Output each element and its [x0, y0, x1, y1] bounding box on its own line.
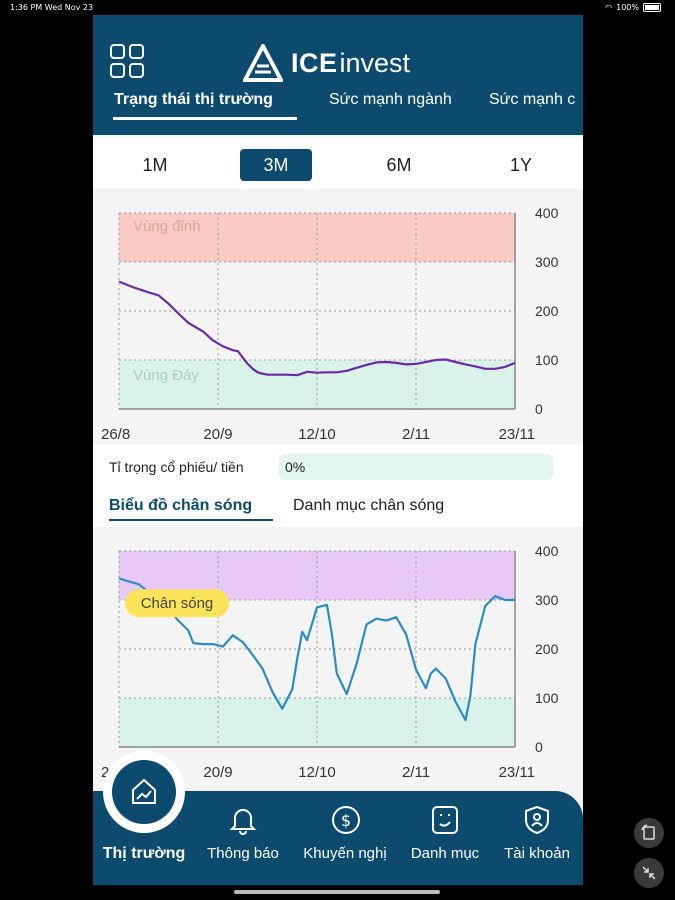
- battery-icon: [643, 3, 661, 12]
- chart1-x-tick-label: 12/10: [298, 426, 336, 443]
- range-1y-button[interactable]: 1Y: [509, 155, 533, 175]
- market-chart-icon: [112, 760, 176, 824]
- grid-menu-icon[interactable]: [109, 43, 145, 79]
- app-header: ICE invest Trạng thái thị trường Sức mạn…: [93, 15, 583, 135]
- wifi-icon: ◠: [605, 3, 613, 12]
- wave-subtabs: Biểu đồ chân sóng Danh mục chân sóng: [93, 485, 583, 527]
- ratio-bar: 0%: [279, 454, 553, 480]
- chart1-y-tick-label: 400: [535, 205, 559, 221]
- chart1-x-tick-label: 2/11: [402, 426, 430, 443]
- portfolio-icon: [432, 806, 458, 834]
- active-tab-underline: [113, 117, 297, 120]
- chart2-series-line-0: [118, 577, 515, 722]
- logo-text-bold: ICE: [291, 47, 338, 78]
- tab-stock-strength[interactable]: Sức mạnh c: [489, 91, 576, 108]
- chart1-y-tick-label: 0: [535, 401, 543, 417]
- nav-recommendations-label: Khuyến nghị: [303, 845, 387, 862]
- tab-wave-portfolio[interactable]: Danh mục chân sóng: [293, 497, 445, 514]
- nav-portfolio-label: Danh mục: [410, 845, 480, 862]
- status-time-date: 1:36 PM Wed Nov 23: [10, 3, 94, 12]
- logo-text-light: invest: [339, 47, 411, 78]
- chart2-x-tick-label: 12/10: [298, 764, 336, 781]
- bell-icon: [229, 809, 257, 835]
- tab-sector-strength[interactable]: Sức mạnh ngành: [329, 91, 452, 108]
- nav-account-label: Tài khoản: [504, 845, 570, 862]
- account-shield-icon: [525, 805, 549, 835]
- logo-triangle-icon: [243, 44, 283, 82]
- tab-wave-chart[interactable]: Biểu đồ chân sóng: [109, 497, 253, 514]
- chart1-x-tick-label: 20/9: [203, 426, 232, 443]
- wave-bottom-badge-label: Chân sóng: [141, 595, 214, 612]
- market-status-chart: 0 100 200 300 400 26/8 20/9 12/10 2/11 23/11 Vùng …: [93, 189, 583, 449]
- collapse-icon[interactable]: [634, 858, 664, 888]
- market-tabs: Trạng thái thị trường Sức mạnh ngành Sức…: [93, 87, 583, 127]
- market-status-chart-svg: 0 100 200 300 400 26/8 20/9 12/10 2/11 23/11 Vùng …: [93, 189, 583, 445]
- chart2-x-tick-label: 2/11: [402, 764, 430, 781]
- chart1-series-line-0: [118, 280, 516, 377]
- home-indicator: [234, 890, 440, 894]
- top-zone-label: Vùng đỉnh: [133, 218, 201, 235]
- chart2-y-tick-label: 200: [535, 641, 559, 657]
- wave-bottom-badge: [125, 589, 229, 618]
- chart1-y-tick-label: 100: [535, 352, 559, 368]
- range-3m-button[interactable]: 3M: [240, 149, 312, 181]
- chart1-y-tick-label: 200: [535, 303, 559, 319]
- active-subtab-underline: [109, 519, 273, 521]
- range-1m-button[interactable]: 1M: [142, 155, 168, 175]
- nav-market-home-button[interactable]: [103, 751, 185, 833]
- tab-market-status[interactable]: Trạng thái thị trường: [114, 91, 273, 108]
- stock-cash-ratio: Tỉ trọng cổ phiếu/ tiền 0%: [93, 445, 583, 485]
- chart2-x-tick-label: 23/11: [499, 764, 535, 781]
- bottom-zone-label: Vùng Đáy: [133, 367, 199, 384]
- battery-percent: 100%: [616, 3, 639, 12]
- ratio-value: 0%: [285, 459, 306, 475]
- ratio-label: Tỉ trọng cổ phiếu/ tiền: [109, 459, 244, 475]
- range-selector: 1M 3M 6M 1Y: [93, 137, 583, 189]
- chart2-y-tick-label: 400: [535, 543, 559, 559]
- nav-market-label: Thị trường: [102, 845, 186, 862]
- status-right: ◠ 100%: [605, 3, 661, 12]
- wave-bottom-chart: 010020030040026/820/912/102/1123/11Chân …: [93, 527, 583, 787]
- chart1-x-tick-label: 26/8: [101, 426, 130, 443]
- range-6m-button[interactable]: 6M: [386, 155, 412, 175]
- app-logo: ICE invest: [243, 41, 443, 85]
- rotate-icon[interactable]: [634, 818, 664, 848]
- chart1-y-tick-label: 300: [535, 254, 559, 270]
- status-bar: 1:36 PM Wed Nov 23 ◠ 100%: [0, 0, 675, 16]
- chart2-y-tick-label: 0: [535, 739, 543, 755]
- chart2-y-tick-label: 100: [535, 690, 559, 706]
- nav-notifications-label: Thông báo: [207, 845, 279, 862]
- chart1-x-tick-label: 23/11: [499, 426, 535, 443]
- chart2-x-tick-label: 20/9: [203, 764, 232, 781]
- dollar-circle-icon: $: [332, 806, 360, 834]
- chart2-y-tick-label: 300: [535, 592, 559, 608]
- wave-bottom-chart-svg: 010020030040026/820/912/102/1123/11Chân …: [93, 527, 583, 783]
- svg-text:$: $: [341, 811, 351, 830]
- app-window: ICE invest Trạng thái thị trường Sức mạn…: [93, 15, 583, 885]
